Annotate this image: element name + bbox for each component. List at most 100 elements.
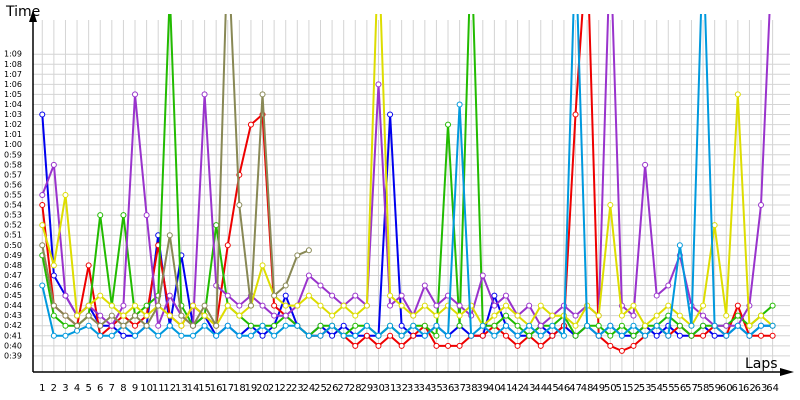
y-tick-label: 1:06 [4, 80, 22, 89]
data-point [329, 332, 336, 339]
data-point [700, 302, 707, 309]
data-point [549, 332, 556, 339]
data-point [282, 312, 289, 319]
data-point [549, 322, 556, 329]
x-tick-label: 59 [708, 383, 721, 394]
x-tick-label: 15 [198, 383, 211, 394]
data-point [108, 332, 115, 339]
x-tick-label: 23 [291, 383, 304, 394]
data-point [340, 332, 347, 339]
y-tick-label: 0:53 [4, 211, 22, 220]
x-tick-label: 4 [74, 383, 80, 394]
x-tick-label: 53 [639, 383, 652, 394]
data-point [201, 322, 208, 329]
x-axis-arrow [780, 368, 794, 376]
x-tick-label: 26 [326, 383, 339, 394]
y-tick-label: 0:47 [4, 271, 22, 280]
data-point [769, 322, 776, 329]
data-point [410, 322, 417, 329]
data-point [213, 222, 220, 229]
data-point [39, 202, 46, 209]
x-tick-label: 60 [720, 383, 733, 394]
data-point [271, 292, 278, 299]
data-point [62, 191, 69, 198]
data-point [723, 332, 730, 339]
data-point [201, 302, 208, 309]
data-point [50, 272, 57, 279]
data-point [155, 322, 162, 329]
data-point [259, 302, 266, 309]
data-point [526, 332, 533, 339]
y-tick-label: 0:39 [4, 351, 22, 360]
data-point [294, 322, 301, 329]
data-point [50, 312, 57, 319]
data-point [236, 332, 243, 339]
x-tick-label: 16 [210, 383, 223, 394]
data-point [317, 302, 324, 309]
data-point [247, 332, 254, 339]
data-point [653, 292, 660, 299]
data-point [653, 322, 660, 329]
x-tick-label: 57 [685, 383, 698, 394]
data-point [676, 322, 683, 329]
data-point [572, 312, 579, 319]
data-point [62, 322, 69, 329]
data-point [769, 332, 776, 339]
data-point [479, 322, 486, 329]
data-point [456, 101, 463, 108]
data-point [491, 312, 498, 319]
data-point [676, 332, 683, 339]
y-tick-label: 0:45 [4, 291, 22, 300]
x-tick-label: 32 [395, 383, 408, 394]
x-tick-label: 24 [303, 383, 316, 394]
x-tick-label: 50 [604, 383, 617, 394]
data-point [723, 322, 730, 329]
data-point [282, 292, 289, 299]
data-point [178, 312, 185, 319]
data-point [445, 332, 452, 339]
x-tick-label: 33 [407, 383, 420, 394]
data-point [491, 322, 498, 329]
y-axis-title: Time [5, 4, 40, 20]
data-point [189, 322, 196, 329]
data-point [537, 342, 544, 349]
y-tick-label: 0:50 [4, 241, 22, 250]
data-point [630, 332, 637, 339]
y-tick-label: 0:55 [4, 190, 22, 199]
data-point [433, 342, 440, 349]
y-tick-label: 0:58 [4, 160, 22, 169]
x-tick-label: 45 [546, 383, 559, 394]
data-point [375, 342, 382, 349]
data-point [758, 202, 765, 209]
data-point [271, 322, 278, 329]
tick-labels: 0:390:400:410:420:430:440:450:460:470:48… [4, 50, 779, 394]
x-tick-label: 13 [175, 383, 188, 394]
y-tick-label: 1:01 [4, 130, 22, 139]
data-point [259, 332, 266, 339]
x-tick-label: 42 [511, 383, 524, 394]
data-point [120, 332, 127, 339]
data-point [572, 111, 579, 118]
data-point [387, 332, 394, 339]
data-point [398, 342, 405, 349]
series-line [41, 14, 774, 328]
data-point [653, 332, 660, 339]
data-point [618, 347, 625, 354]
data-point [166, 232, 173, 239]
data-point [711, 322, 718, 329]
data-point [421, 282, 428, 289]
y-tick-label: 0:52 [4, 221, 22, 230]
x-axis-title: Laps [745, 356, 778, 372]
data-point [758, 312, 765, 319]
data-point [410, 312, 417, 319]
data-point [502, 322, 509, 329]
data-point [143, 302, 150, 309]
data-point [618, 312, 625, 319]
data-point [271, 332, 278, 339]
x-tick-label: 11 [152, 383, 165, 394]
data-point [259, 262, 266, 269]
data-point [607, 202, 614, 209]
data-point [398, 332, 405, 339]
data-point [514, 342, 521, 349]
data-point [317, 282, 324, 289]
